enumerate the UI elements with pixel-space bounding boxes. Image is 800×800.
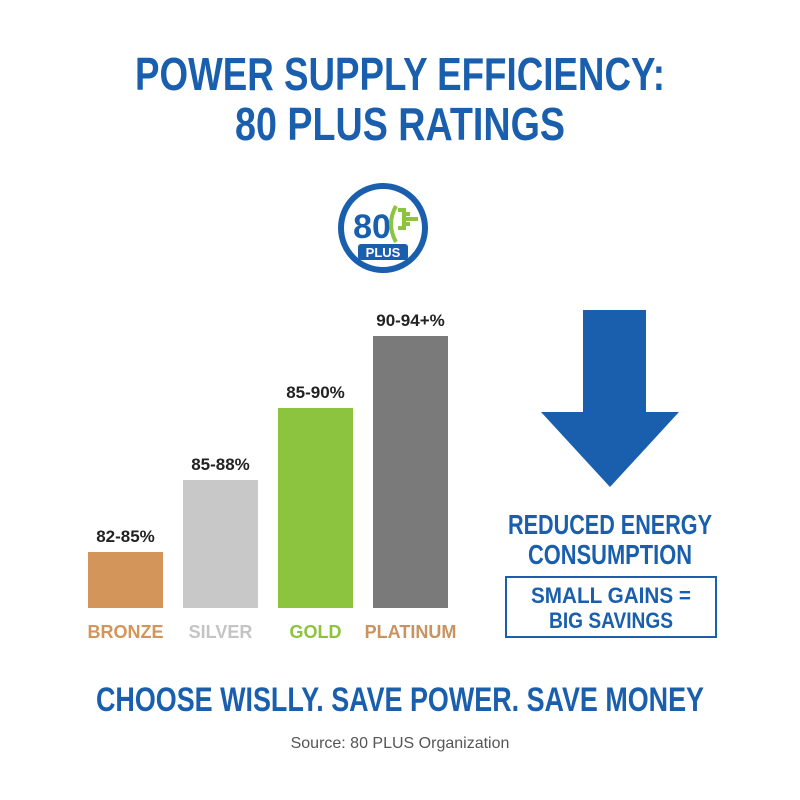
callout-box-text: SMALL GAINS = (531, 583, 691, 608)
down-arrow (541, 310, 679, 487)
tier-bar (373, 336, 448, 608)
tier-range: 85-90% (286, 383, 345, 402)
title-line: 80 PLUS RATINGS (235, 98, 565, 150)
callout-heading: REDUCED ENERGY (508, 509, 712, 540)
tier-name: SILVER (189, 622, 253, 642)
logo-plug (389, 205, 418, 243)
tier-bar (88, 552, 163, 608)
logo-number: 80 (353, 208, 391, 246)
tier-range: 82-85% (96, 527, 155, 546)
logo-label: PLUS (366, 245, 401, 260)
tier-range: 90-94+% (376, 311, 445, 330)
tiers: 82-85% BRONZE 85-88% SILVER 85-90% GOLD 90-94+… (88, 311, 457, 642)
tier-bar (278, 408, 353, 608)
callout-heading: CONSUMPTION (528, 539, 692, 570)
logo-label-bg (358, 244, 408, 260)
source: Source: 80 PLUS Organization (291, 735, 510, 752)
title-line: POWER SUPPLY EFFICIENCY: (135, 48, 665, 100)
tier-bar (183, 480, 258, 608)
tier-name: BRONZE (88, 622, 164, 642)
tier-range: 85-88% (191, 455, 250, 474)
tier-name: PLATINUM (365, 622, 457, 642)
tier-name: GOLD (290, 622, 342, 642)
callout-box-text: BIG SAVINGS (549, 608, 673, 633)
tagline: CHOOSE WISLLY. SAVE POWER. SAVE MONEY (96, 681, 704, 719)
callout-box (505, 576, 717, 638)
logo: 80 PLUS (338, 183, 428, 273)
